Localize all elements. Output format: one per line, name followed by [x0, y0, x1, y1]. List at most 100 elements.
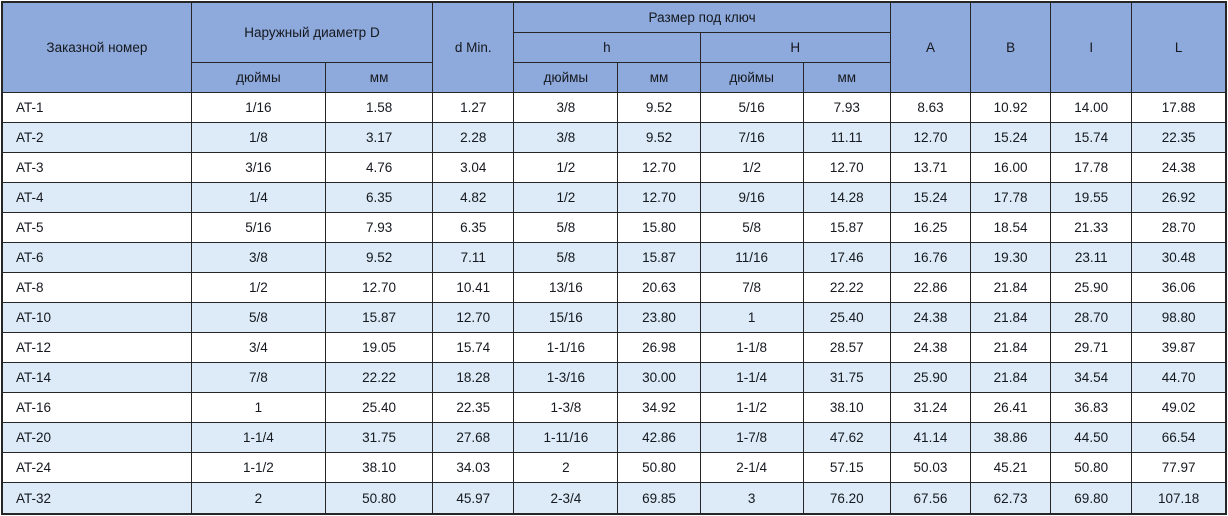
value-cell: 41.14	[889, 422, 972, 454]
value-cell: 49.02	[1131, 392, 1227, 424]
value-cell: 24.38	[1131, 151, 1227, 183]
value-cell: 24.38	[889, 331, 972, 364]
order-number-cell: AT-4	[1, 181, 192, 213]
value-cell: 15.87	[802, 211, 891, 243]
value-cell: 12.70	[324, 271, 434, 303]
value-cell: 15.80	[617, 211, 701, 243]
value-cell: 9.52	[617, 91, 701, 123]
value-cell: 17.78	[1050, 151, 1133, 183]
value-cell: 31.24	[889, 392, 972, 424]
value-cell: 34.92	[617, 392, 701, 424]
table-row: AT-10 5/8 15.87 12.70 15/16 23.80 1 25.40 24.38 2…	[1, 301, 1227, 334]
value-cell: 7/16	[699, 121, 804, 153]
value-cell: 69.80	[1050, 482, 1133, 515]
value-cell: 30.00	[617, 362, 701, 394]
header-row-2: h H	[2, 31, 1226, 63]
table-row: AT-5 5/16 7.93 6.35 5/8 15.80 5/8 15.87 16.25 18.…	[1, 211, 1227, 243]
value-cell: 38.10	[324, 452, 434, 484]
table-row: AT-8 1/2 12.70 10.41 13/16 20.63 7/8 22.22 22.86…	[1, 271, 1227, 303]
header-mm-d: мм	[324, 61, 434, 93]
value-cell: 76.20	[802, 482, 891, 515]
value-cell: 21.84	[970, 271, 1052, 303]
value-cell: 11/16	[699, 241, 804, 273]
value-cell: 1/8	[190, 121, 327, 153]
value-cell: 15.74	[432, 331, 515, 364]
value-cell: 3.04	[432, 151, 515, 183]
value-cell: 3/8	[190, 241, 327, 273]
value-cell: 62.73	[970, 482, 1052, 515]
value-cell: 17.88	[1131, 91, 1227, 123]
value-cell: 28.57	[802, 331, 891, 364]
value-cell: 7.93	[802, 91, 891, 123]
value-cell: 25.90	[889, 362, 972, 394]
value-cell: 30.48	[1131, 241, 1227, 273]
value-cell: 1.27	[432, 91, 515, 123]
header-col-l: L	[1131, 1, 1227, 93]
value-cell: 7/8	[190, 362, 327, 394]
value-cell: 7.93	[324, 211, 434, 243]
value-cell: 2-3/4	[513, 482, 619, 515]
table-row: AT-2 1/8 3.17 2.28 3/8 9.52 7/16 11.11 12.70 15.2…	[1, 121, 1227, 153]
value-cell: 18.54	[970, 211, 1052, 243]
value-cell: 21.84	[970, 301, 1052, 334]
header-inches-h-upper: дюймы	[699, 61, 804, 93]
value-cell: 14.00	[1050, 91, 1133, 123]
value-cell: 22.22	[324, 362, 434, 394]
value-cell: 2-1/4	[699, 452, 804, 484]
value-cell: 9/16	[699, 181, 804, 213]
order-number-cell: AT-24	[1, 452, 192, 484]
value-cell: 6.35	[432, 211, 515, 243]
value-cell: 6.35	[324, 181, 434, 213]
value-cell: 20.63	[617, 271, 701, 303]
value-cell: 1-3/8	[513, 392, 619, 424]
header-order-number: Заказной номер	[1, 1, 192, 93]
value-cell: 26.41	[970, 392, 1052, 424]
table-row: AT-16 1 25.40 22.35 1-3/8 34.92 1-1/2 38.10 31.2…	[1, 392, 1227, 424]
value-cell: 16.25	[889, 211, 972, 243]
value-cell: 16.76	[889, 241, 972, 273]
value-cell: 15/16	[513, 301, 619, 334]
order-number-cell: AT-10	[1, 301, 192, 334]
value-cell: 5/8	[513, 211, 619, 243]
value-cell: 1-1/16	[513, 331, 619, 364]
value-cell: 19.05	[324, 331, 434, 364]
value-cell: 67.56	[889, 482, 972, 515]
value-cell: 10.41	[432, 271, 515, 303]
value-cell: 5/8	[513, 241, 619, 273]
value-cell: 50.03	[889, 452, 972, 484]
header-inches-h-lower: дюймы	[513, 61, 619, 93]
value-cell: 26.98	[617, 331, 701, 364]
value-cell: 15.24	[889, 181, 972, 213]
value-cell: 3	[699, 482, 804, 515]
value-cell: 77.97	[1131, 452, 1227, 484]
header-row-3: дюймы мм дюймы мм дюймы мм	[2, 61, 1226, 93]
value-cell: 11.11	[802, 121, 891, 153]
value-cell: 22.35	[432, 392, 515, 424]
value-cell: 1-7/8	[699, 422, 804, 454]
value-cell: 14.28	[802, 181, 891, 213]
value-cell: 7/8	[699, 271, 804, 303]
header-h-upper: H	[699, 31, 891, 63]
value-cell: 3.17	[324, 121, 434, 153]
table-row: AT-3 3/16 4.76 3.04 1/2 12.70 1/2 12.70 13.71 16.…	[1, 151, 1227, 183]
value-cell: 31.75	[324, 422, 434, 454]
table-row: AT-24 1-1/2 38.10 34.03 2 50.80 2-1/4 57.15 50.0…	[1, 452, 1227, 484]
value-cell: 4.82	[432, 181, 515, 213]
value-cell: 22.86	[889, 271, 972, 303]
value-cell: 21.84	[970, 331, 1052, 364]
order-number-cell: AT-3	[1, 151, 192, 183]
value-cell: 15.74	[1050, 121, 1133, 153]
table-row: AT-20 1-1/4 31.75 27.68 1-11/16 42.86 1-7/8 47.…	[1, 422, 1227, 454]
value-cell: 1/4	[190, 181, 327, 213]
value-cell: 3/16	[190, 151, 327, 183]
value-cell: 5/8	[190, 301, 327, 334]
value-cell: 19.55	[1050, 181, 1133, 213]
value-cell: 44.50	[1050, 422, 1133, 454]
value-cell: 1	[190, 392, 327, 424]
value-cell: 5/16	[190, 211, 327, 243]
value-cell: 5/8	[699, 211, 804, 243]
table-row: AT-12 3/4 19.05 15.74 1-1/16 26.98 1-1/8 28.57 2…	[1, 331, 1227, 364]
header-h-lower: h	[513, 31, 701, 63]
value-cell: 3/4	[190, 331, 327, 364]
